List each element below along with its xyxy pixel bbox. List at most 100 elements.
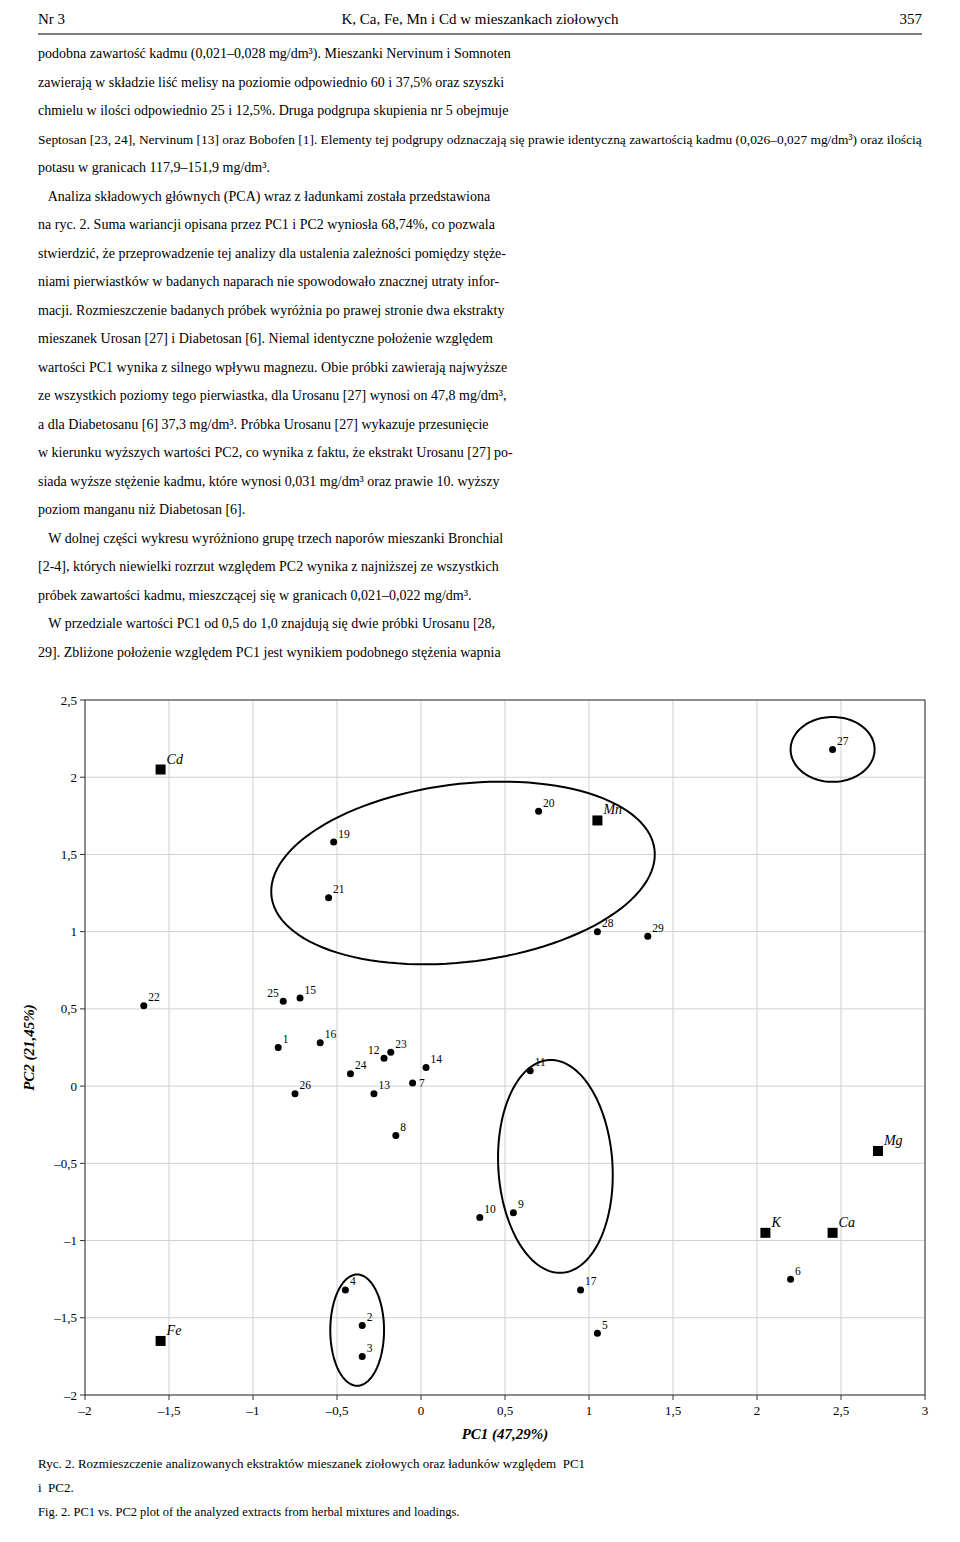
grid-line-x bbox=[589, 700, 590, 1395]
sample-marker bbox=[527, 1067, 534, 1074]
sample-label: 23 bbox=[395, 1038, 407, 1050]
tick-y bbox=[80, 1086, 85, 1087]
sample-marker bbox=[342, 1286, 349, 1293]
header-center: K, Ca, Fe, Mn i Cd w mieszankach ziołowy… bbox=[341, 11, 619, 27]
loading-label: Mn bbox=[602, 802, 622, 817]
tick-label-x: –1,5 bbox=[157, 1403, 181, 1418]
cluster-ellipse bbox=[271, 782, 655, 965]
loading-label: Fe bbox=[166, 1323, 182, 1338]
sample-marker bbox=[359, 1322, 366, 1329]
sample-label: 26 bbox=[300, 1079, 312, 1091]
sample-marker bbox=[787, 1276, 794, 1283]
sample-marker bbox=[140, 1002, 147, 1009]
grid-line-y bbox=[85, 777, 925, 778]
point-labels: 1234567891011121314151617192021222324252… bbox=[148, 735, 902, 1354]
body-line: na ryc. 2. Suma wariancji opisana przez … bbox=[38, 217, 496, 232]
plot-frame bbox=[85, 700, 925, 1395]
tick-x bbox=[505, 1395, 506, 1400]
sample-marker bbox=[275, 1044, 282, 1051]
body-line: zawierają w składzie liść melisy na pozi… bbox=[38, 75, 504, 90]
body-line: niami pierwiastków w badanych naparach n… bbox=[38, 274, 500, 289]
grid-line-y bbox=[85, 931, 925, 932]
sample-marker bbox=[829, 746, 836, 753]
x-axis-label: PC1 (47,29%) bbox=[462, 1426, 549, 1443]
sample-label: 29 bbox=[652, 922, 664, 934]
body-line: W przedziale wartości PC1 od 0,5 do 1,0 … bbox=[38, 616, 495, 631]
body-line: a dla Diabetosanu [6] 37,3 mg/dm³. Próbk… bbox=[38, 417, 489, 432]
sample-label: 24 bbox=[355, 1059, 367, 1071]
tick-label-y: 0 bbox=[71, 1079, 78, 1094]
sample-label: 2 bbox=[367, 1311, 373, 1323]
sample-label: 27 bbox=[837, 735, 849, 747]
tick-y bbox=[80, 1008, 85, 1009]
loading-label: Ca bbox=[839, 1215, 855, 1230]
loading-marker bbox=[873, 1146, 883, 1156]
sample-marker bbox=[423, 1064, 430, 1071]
y-axis-label: PC2 (21,45%) bbox=[21, 1004, 38, 1091]
grid-line-x bbox=[841, 700, 842, 1395]
sample-marker bbox=[317, 1039, 324, 1046]
body-line: Analiza składowych głównych (PCA) wraz z… bbox=[38, 189, 491, 205]
tick-label-x: 2,5 bbox=[833, 1403, 849, 1418]
tick-label-x: –1 bbox=[246, 1403, 260, 1418]
body-line: [2-4], których niewielki rozrzut względe… bbox=[38, 559, 499, 574]
tick-y bbox=[80, 1240, 85, 1241]
sample-label: 12 bbox=[368, 1044, 380, 1056]
body-line: potasu w granicach 117,9–151,9 mg/dm³. bbox=[38, 160, 270, 175]
tick-label-x: 0 bbox=[418, 1403, 425, 1418]
tick-label-y: –0,5 bbox=[53, 1156, 77, 1171]
tick-y bbox=[80, 1163, 85, 1164]
sample-label: 19 bbox=[338, 828, 350, 840]
tick-label-y: –2 bbox=[63, 1388, 77, 1403]
body-line: wartości PC1 wynika z silnego wpływu mag… bbox=[38, 360, 507, 375]
body-line: chmielu w ilości odpowiednio 25 i 12,5%.… bbox=[38, 103, 508, 118]
loading-label: K bbox=[770, 1215, 781, 1230]
sample-label: 22 bbox=[148, 991, 160, 1003]
sample-marker bbox=[370, 1090, 377, 1097]
sample-marker bbox=[330, 839, 337, 846]
sample-label: 10 bbox=[484, 1203, 496, 1215]
caption: Ryc. 2. Rozmieszczenie analizowanych eks… bbox=[38, 1456, 585, 1471]
tick-x bbox=[169, 1395, 170, 1400]
tick-label-y: 2 bbox=[71, 770, 78, 785]
tick-label-y: 0,5 bbox=[61, 1001, 77, 1016]
sample-marker bbox=[292, 1090, 299, 1097]
tick-label-x: 3 bbox=[922, 1403, 929, 1418]
cluster-ellipse bbox=[330, 1275, 384, 1386]
sample-marker bbox=[510, 1209, 517, 1216]
body-line: Septosan [23, 24], Nervinum [13] oraz Bo… bbox=[38, 132, 923, 147]
tick-x bbox=[253, 1395, 254, 1400]
grid-line-y bbox=[85, 1086, 925, 1087]
sample-marker bbox=[392, 1132, 399, 1139]
tick-x bbox=[841, 1395, 842, 1400]
sample-marker bbox=[577, 1286, 584, 1293]
marks bbox=[140, 717, 883, 1386]
sample-marker bbox=[381, 1055, 388, 1062]
grid-line-y bbox=[85, 854, 925, 855]
sample-label: 6 bbox=[795, 1265, 801, 1277]
sample-marker bbox=[594, 1330, 601, 1337]
sample-label: 7 bbox=[419, 1077, 425, 1089]
grid-line-y bbox=[85, 1317, 925, 1318]
body-line: siada wyższe stężenie kadmu, które wynos… bbox=[38, 474, 499, 489]
page: Nr 3 K, Ca, Fe, Mn i Cd w mieszankach zio… bbox=[0, 0, 960, 1542]
header-left: Nr 3 bbox=[38, 11, 65, 27]
grid-line-x bbox=[253, 700, 254, 1395]
caption: i PC2. bbox=[38, 1480, 74, 1495]
tick-label-x: 2 bbox=[754, 1403, 761, 1418]
body-line: podobna zawartość kadmu (0,021–0,028 mg/… bbox=[38, 46, 511, 62]
sample-label: 4 bbox=[350, 1275, 356, 1287]
tick-x bbox=[925, 1395, 926, 1400]
cluster-ellipse bbox=[791, 717, 875, 782]
sample-label: 1 bbox=[283, 1033, 289, 1045]
grid-line-y bbox=[85, 1240, 925, 1241]
tick-label-x: 1 bbox=[586, 1403, 593, 1418]
tick-x bbox=[673, 1395, 674, 1400]
sample-label: 21 bbox=[333, 883, 345, 895]
body-line: mieszanek Urosan [27] i Diabetosan [6]. … bbox=[38, 331, 493, 346]
sample-marker bbox=[347, 1070, 354, 1077]
tick-y bbox=[80, 854, 85, 855]
loading-marker bbox=[156, 1336, 166, 1346]
tick-y bbox=[80, 931, 85, 932]
loading-label: Mg bbox=[883, 1133, 903, 1148]
